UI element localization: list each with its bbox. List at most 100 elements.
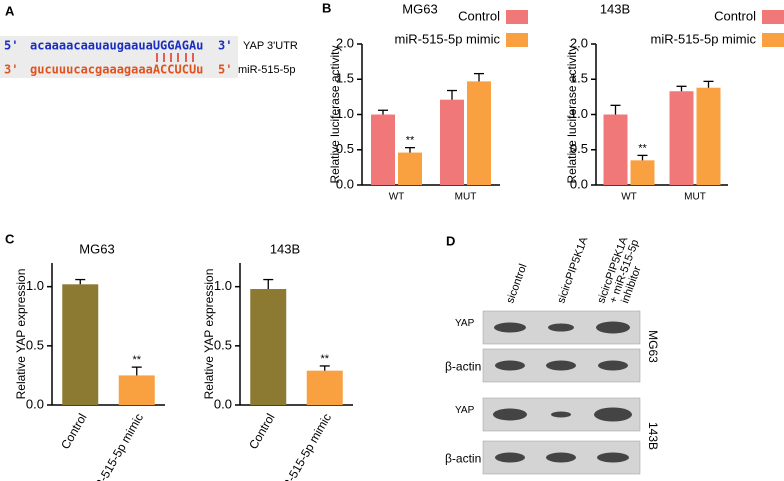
bar: [696, 87, 721, 185]
blot-band: [494, 322, 526, 333]
row-label: YAP: [455, 318, 475, 329]
x-tick-label: miR-515-5p mimic: [273, 411, 334, 481]
y-tick-label: 1.0: [570, 106, 588, 121]
x-tick-label: MUT: [684, 192, 706, 203]
blot-band: [548, 323, 574, 332]
y-tick-label: 2.0: [336, 35, 354, 50]
sequence-name: YAP 3'UTR: [243, 40, 298, 52]
prime-label: 3': [4, 63, 18, 77]
error-bar: [447, 89, 457, 100]
lane-label: sicontrol: [504, 262, 529, 305]
x-tick-label: Control: [246, 411, 277, 452]
chart-title: MG63: [402, 1, 437, 16]
panel-label: B: [322, 0, 331, 15]
legend-swatch: [762, 33, 784, 47]
cell-line-label: 143B: [646, 422, 660, 450]
blot-band: [493, 408, 527, 421]
x-tick-label: WT: [389, 192, 405, 203]
error-bar: [75, 278, 86, 285]
panel-label: C: [5, 231, 15, 246]
error-bar: [474, 72, 484, 82]
error-bar: [405, 146, 415, 153]
bar: [398, 152, 422, 185]
prime-label: 5': [4, 39, 18, 53]
significance-mark: **: [132, 354, 141, 366]
chart-title: 143B: [270, 241, 300, 256]
utr-sequence: acaaaacaauaugaauaUGGAGAu: [30, 39, 203, 53]
pairing-lines: [156, 53, 194, 62]
y-tick-label: 0.0: [26, 396, 44, 411]
bar: [306, 370, 343, 405]
x-tick-label: WT: [621, 192, 637, 203]
prime-label: 5': [218, 63, 232, 77]
blot-band: [546, 360, 576, 371]
significance-mark: **: [320, 353, 329, 365]
legend-label: Control: [458, 8, 500, 23]
blot-band: [597, 452, 629, 463]
row-label: YAP: [455, 405, 475, 416]
y-tick-label: 0.5: [570, 141, 588, 156]
error-bar: [131, 366, 142, 376]
significance-mark: **: [638, 142, 647, 154]
bar: [603, 114, 628, 185]
lane-label: sicircPIP5K1A: [555, 235, 590, 305]
bar: [371, 114, 395, 185]
blot-band: [495, 452, 525, 463]
y-tick-label: 1.0: [26, 278, 44, 293]
y-axis-label: Relative YAP expression: [202, 269, 216, 400]
bar: [440, 99, 464, 185]
chart-title: 143B: [600, 1, 630, 16]
error-bar: [637, 154, 648, 161]
y-tick-label: 0.0: [570, 176, 588, 191]
legend-swatch: [506, 10, 528, 24]
y-tick-label: 1.5: [570, 71, 588, 86]
blot-band: [598, 360, 628, 371]
y-axis-label: Relative YAP expression: [14, 269, 28, 400]
bar: [250, 289, 287, 405]
x-tick-label: Control: [58, 411, 89, 452]
blot-band: [596, 321, 630, 334]
y-tick-label: 0.5: [336, 141, 354, 156]
blot-band: [594, 407, 632, 422]
significance-mark: **: [406, 135, 415, 147]
blot-band: [546, 452, 576, 463]
legend-label: miR-515-5p mimic: [651, 31, 757, 46]
error-bar: [319, 365, 330, 371]
y-tick-label: 1.5: [336, 71, 354, 86]
panel-label: D: [446, 233, 455, 248]
error-bar: [263, 278, 274, 290]
error-bar: [703, 80, 714, 88]
y-tick-label: 2.0: [570, 35, 588, 50]
chart-title: MG63: [79, 241, 114, 256]
blot-band: [551, 411, 571, 418]
mirna-sequence: gucuuucacgaaagaaaACCUCUu: [30, 63, 203, 77]
y-axis-label: Relative luciferase activity: [328, 45, 342, 183]
bar: [118, 375, 155, 405]
cell-line-label: MG63: [646, 330, 660, 363]
bar: [669, 91, 694, 185]
sequence-name: miR-515-5p: [238, 64, 295, 76]
y-tick-label: 0.0: [214, 396, 232, 411]
blot-band: [495, 360, 525, 371]
legend-swatch: [762, 10, 784, 24]
prime-label: 3': [218, 39, 232, 53]
error-bar: [610, 104, 621, 115]
bar: [62, 284, 99, 405]
error-bar: [378, 109, 388, 115]
row-label: β-actin: [445, 360, 481, 374]
legend-swatch: [506, 33, 528, 47]
error-bar: [676, 85, 687, 92]
panel-label: A: [5, 3, 15, 18]
y-tick-label: 1.0: [336, 106, 354, 121]
bar: [630, 160, 655, 185]
row-label: β-actin: [445, 452, 481, 466]
bar: [467, 81, 491, 185]
sequence-box: [0, 36, 238, 78]
y-tick-label: 0.5: [26, 337, 44, 352]
legend-label: miR-515-5p mimic: [395, 31, 501, 46]
y-tick-label: 0.0: [336, 176, 354, 191]
legend-label: Control: [714, 8, 756, 23]
x-tick-label: MUT: [455, 192, 477, 203]
